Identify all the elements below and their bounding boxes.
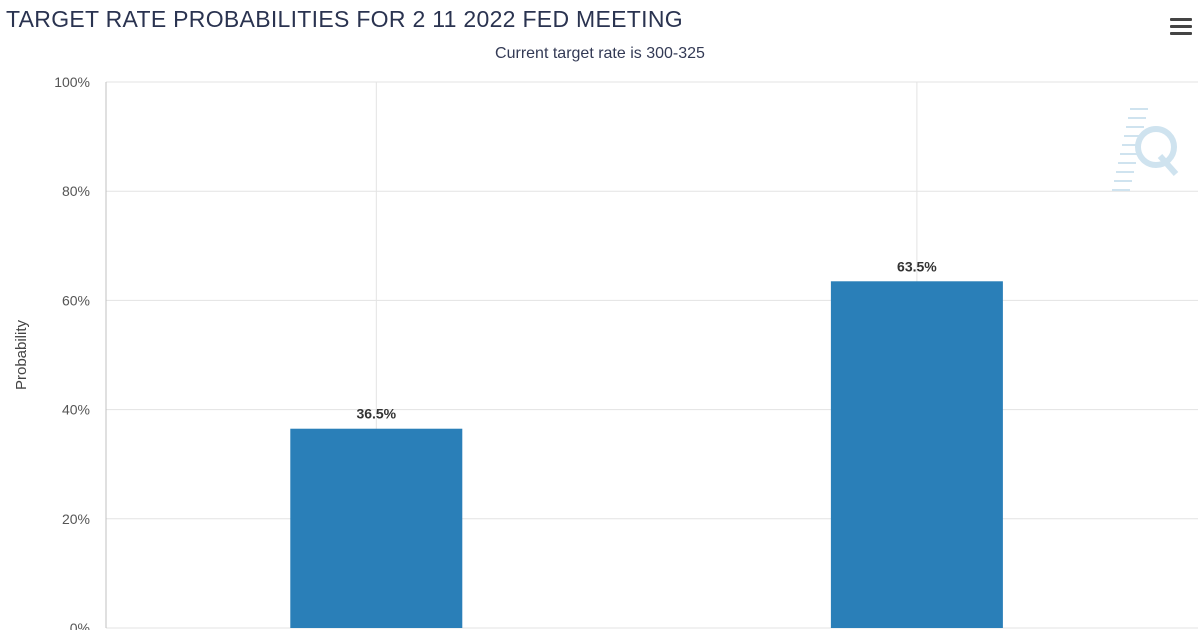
bar[interactable] <box>830 281 1003 628</box>
y-tick-label: 20% <box>62 511 90 527</box>
bars <box>290 281 1003 628</box>
y-axis-title: Probability <box>13 319 30 390</box>
bar-data-label: 63.5% <box>897 258 937 274</box>
y-tick-label: 0% <box>70 620 90 630</box>
y-tick-label: 80% <box>62 183 90 199</box>
cme-q-logo-icon <box>1112 108 1179 191</box>
grid-lines <box>105 81 1198 629</box>
hamburger-menu-icon[interactable] <box>1170 18 1192 36</box>
y-tick-label: 100% <box>54 74 90 90</box>
chart-subtitle: Current target rate is 300-325 <box>495 45 705 62</box>
y-tick-label: 40% <box>62 402 90 418</box>
y-axis-ticks: 0% 20% 40% 60% 80% 100% <box>54 74 90 630</box>
bar-data-label: 36.5% <box>356 406 396 422</box>
y-tick-label: 60% <box>62 292 90 308</box>
bar[interactable] <box>290 428 463 628</box>
data-labels: 36.5% 63.5% <box>356 258 937 421</box>
chart-title: TARGET RATE PROBABILITIES FOR 2 11 2022 … <box>6 6 683 32</box>
